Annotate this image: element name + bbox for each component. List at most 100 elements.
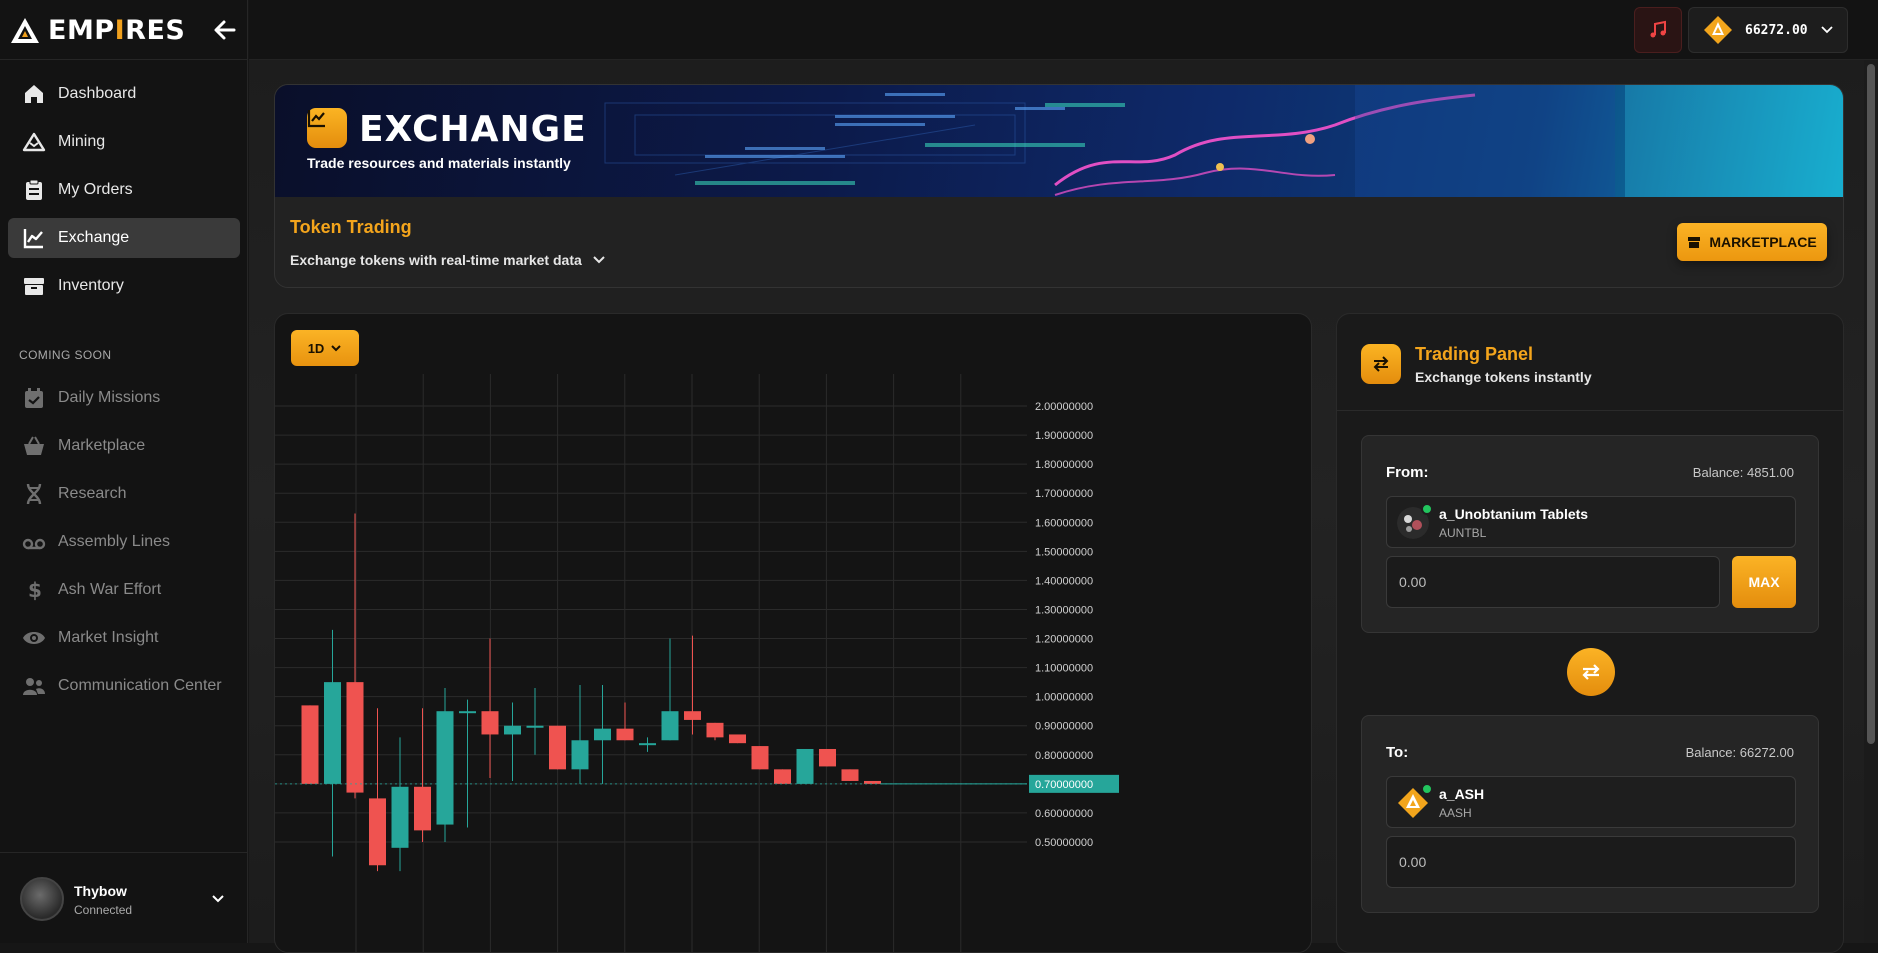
candlestick-chart[interactable]: 2.00000000 1.90000000 1.80000000 1.70000000…	[275, 314, 1312, 953]
candle-body	[706, 722, 724, 738]
to-amount-input[interactable]	[1386, 836, 1796, 888]
nav-assembly-lines[interactable]: Assembly Lines	[8, 522, 240, 562]
arrow-left-icon[interactable]	[212, 18, 238, 42]
section-title: Token Trading	[290, 217, 412, 237]
page-subtitle: Trade resources and materials instantly	[307, 155, 571, 171]
from-token-code: AUNTBL	[1439, 526, 1487, 540]
nav-inventory[interactable]: Inventory	[8, 266, 240, 306]
nav-label: Inventory	[58, 277, 124, 294]
y-tick-label: 0.90000000	[1035, 721, 1093, 733]
scrollbar-thumb[interactable]	[1867, 64, 1875, 744]
current-price-label: 0.70000000	[1035, 779, 1093, 791]
nav-exchange[interactable]: Exchange	[8, 218, 240, 258]
to-token-select[interactable]: a_ASH AASH	[1386, 776, 1796, 828]
dna-icon	[26, 483, 42, 505]
music-toggle-button[interactable]	[1634, 7, 1682, 53]
nav-label: Mining	[58, 133, 106, 150]
store-icon	[1688, 237, 1701, 248]
y-tick-label: 0.60000000	[1035, 808, 1093, 820]
brand-name: EMPIRES	[48, 14, 186, 46]
nav-daily-missions[interactable]: Daily Missions	[8, 378, 240, 418]
nav-market-insight[interactable]: Market Insight	[8, 618, 240, 658]
y-tick-label: 1.90000000	[1035, 430, 1093, 442]
candle-body	[684, 711, 701, 720]
nav-label: Assembly Lines	[58, 533, 171, 550]
candle-body	[729, 734, 746, 744]
y-tick-label: 1.50000000	[1035, 546, 1093, 558]
empires-logo-icon	[11, 18, 39, 43]
nav-research[interactable]: Research	[8, 474, 240, 514]
brand-logo[interactable]: EMPIRES	[10, 12, 185, 48]
candle-body	[819, 748, 836, 767]
chevron-down-icon[interactable]	[210, 891, 226, 907]
to-token-code: AASH	[1439, 806, 1472, 820]
mountain-icon	[22, 132, 46, 152]
eye-icon	[23, 632, 45, 644]
marketplace-label: MARKETPLACE	[1709, 234, 1817, 250]
nav-mining[interactable]: Mining	[8, 122, 240, 162]
sidebar-divider	[0, 59, 248, 60]
home-icon	[25, 85, 43, 103]
sidebar: EMPIRES Dashboard Mining My Orders Excha…	[0, 0, 248, 943]
candle-body	[841, 769, 859, 781]
svg-text:$: $	[28, 578, 42, 602]
candle-body	[549, 725, 566, 770]
candle-body	[481, 711, 499, 735]
from-amount-input[interactable]	[1386, 556, 1720, 608]
candle-body	[751, 746, 769, 770]
candle-body	[391, 786, 409, 848]
timeframe-dropdown[interactable]: 1D	[291, 330, 359, 366]
candle-body	[571, 740, 589, 770]
section-subtitle-toggle[interactable]: Exchange tokens with real-time market da…	[290, 252, 606, 268]
swap-icon	[1361, 344, 1401, 384]
from-token-select[interactable]: a_Unobtanium Tablets AUNTBL	[1386, 496, 1796, 548]
chevron-down-icon	[1820, 26, 1833, 34]
candle-body	[346, 682, 364, 793]
chevron-down-icon	[331, 345, 342, 352]
nav-dashboard[interactable]: Dashboard	[8, 74, 240, 114]
y-tick-label: 0.80000000	[1035, 750, 1093, 762]
chart-line-icon	[23, 229, 43, 249]
candle-body	[616, 728, 634, 741]
exchange-banner: EXCHANGE Trade resources and materials i…	[275, 85, 1843, 197]
avatar	[20, 877, 64, 921]
candle-body	[594, 728, 611, 741]
candle-body	[369, 798, 386, 866]
coming-soon-heading: COMING SOON	[19, 348, 112, 362]
candle-body	[864, 780, 881, 784]
y-tick-label: 0.50000000	[1035, 837, 1093, 849]
from-balance: Balance: 4851.00	[1692, 465, 1794, 480]
nav-communication-center[interactable]: Communication Center	[8, 666, 240, 706]
to-balance: Balance: 66272.00	[1685, 745, 1794, 760]
candle-body	[436, 711, 454, 825]
swap-direction-button[interactable]	[1567, 648, 1615, 696]
users-icon	[23, 678, 45, 695]
nav-ash-war-effort[interactable]: $ Ash War Effort	[8, 570, 240, 610]
y-tick-label: 1.10000000	[1035, 663, 1093, 675]
unobtanium-token-icon	[1397, 507, 1429, 539]
ash-token-icon	[1398, 788, 1428, 818]
candle-body	[774, 769, 791, 784]
from-box: From: Balance: 4851.00 a_Unobtanium Tabl…	[1361, 435, 1819, 633]
wallet-dropdown[interactable]: 66272.00	[1688, 7, 1848, 53]
candle-body	[324, 682, 341, 784]
y-tick-label: 1.60000000	[1035, 517, 1093, 529]
user-profile[interactable]: Thybow Connected	[0, 852, 248, 943]
chevron-down-icon	[593, 256, 605, 264]
y-tick-label: 1.80000000	[1035, 459, 1093, 471]
music-icon	[1650, 20, 1666, 38]
to-token-name: a_ASH	[1439, 786, 1485, 802]
status-dot	[1421, 503, 1433, 515]
nav-label: Market Insight	[58, 629, 159, 646]
trading-panel-title: Trading Panel	[1415, 344, 1534, 364]
candle-body	[796, 748, 814, 784]
nav-marketplace[interactable]: Marketplace	[8, 426, 240, 466]
nav-my-orders[interactable]: My Orders	[8, 170, 240, 210]
exchange-header-card: EXCHANGE Trade resources and materials i…	[274, 84, 1844, 288]
marketplace-button[interactable]: MARKETPLACE	[1677, 223, 1827, 261]
status-dot	[1421, 783, 1433, 795]
candle-body	[661, 711, 679, 741]
candle-body	[301, 705, 319, 784]
max-button[interactable]: MAX	[1732, 556, 1796, 608]
y-tick-label: 1.20000000	[1035, 634, 1093, 646]
